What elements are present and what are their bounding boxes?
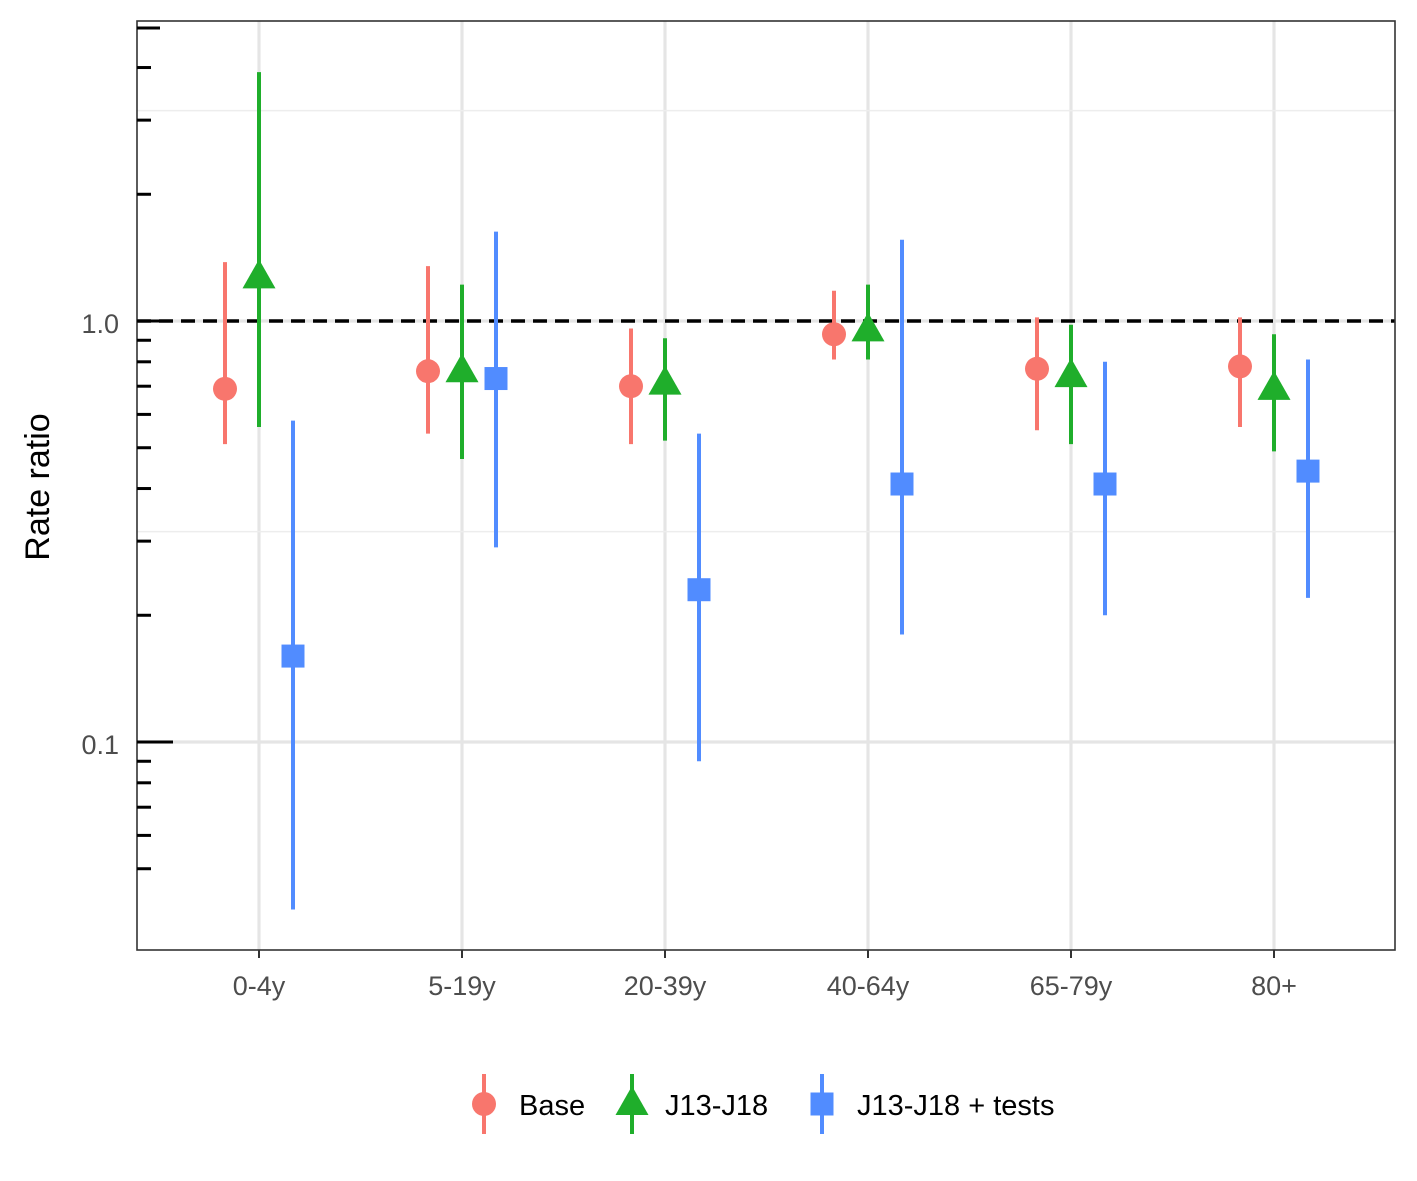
point-base-40-64y (822, 322, 846, 347)
grid-lines (137, 21, 1395, 950)
point-j13-j18-tests-5-19y (484, 367, 508, 391)
point-base-0-4y (213, 376, 237, 401)
data-marks (213, 72, 1320, 910)
legend: Base J13-J18 J13-J18 + tests (472, 1074, 1054, 1134)
legend-label-base: Base (519, 1090, 585, 1122)
point-base-5-19y (416, 359, 440, 384)
x-axis: 0-4y 5-19y 20-39y 40-64y 65-79y 80+ (233, 950, 1297, 1001)
point-j13-j18-tests-20-39y (687, 578, 711, 602)
y-axis-title: Rate ratio (19, 413, 57, 560)
legend-label-j13-j18: J13-J18 (665, 1090, 768, 1122)
legend-key-j13-j18-tests (810, 1092, 834, 1116)
legend-label-j13-j18-tests: J13-J18 + tests (857, 1090, 1054, 1122)
x-tick-label-80+: 80+ (1251, 971, 1297, 1001)
point-base-20-39y (619, 374, 643, 399)
point-j13-j18-5-19y (445, 353, 479, 383)
x-tick-label-65-79y: 65-79y (1030, 971, 1113, 1001)
point-j13-j18-0-4y (242, 259, 276, 289)
point-j13-j18-65-79y (1054, 358, 1088, 388)
point-j13-j18-tests-80+ (1296, 459, 1320, 483)
y-axis: 0.1 1.0 (81, 26, 173, 871)
y-tick-label-1: 1.0 (81, 309, 119, 339)
x-tick-label-20-39y: 20-39y (624, 971, 707, 1001)
point-base-80+ (1228, 354, 1252, 379)
point-j13-j18-40-64y (851, 312, 885, 342)
point-base-65-79y (1025, 356, 1049, 381)
y-tick-label-0: 0.1 (81, 730, 119, 760)
plot-border (136, 20, 1396, 951)
plot-panel (137, 21, 1395, 950)
point-j13-j18-80+ (1257, 370, 1291, 400)
legend-key-j13-j18 (615, 1086, 649, 1116)
point-j13-j18-tests-40-64y (890, 472, 914, 496)
point-j13-j18-tests-0-4y (281, 644, 305, 668)
x-tick-label-40-64y: 40-64y (827, 971, 910, 1001)
point-j13-j18-tests-65-79y (1093, 472, 1117, 496)
x-tick-label-0-4y: 0-4y (233, 971, 286, 1001)
legend-key-base (472, 1092, 496, 1116)
point-j13-j18-20-39y (648, 365, 682, 395)
x-tick-label-5-19y: 5-19y (428, 971, 496, 1001)
